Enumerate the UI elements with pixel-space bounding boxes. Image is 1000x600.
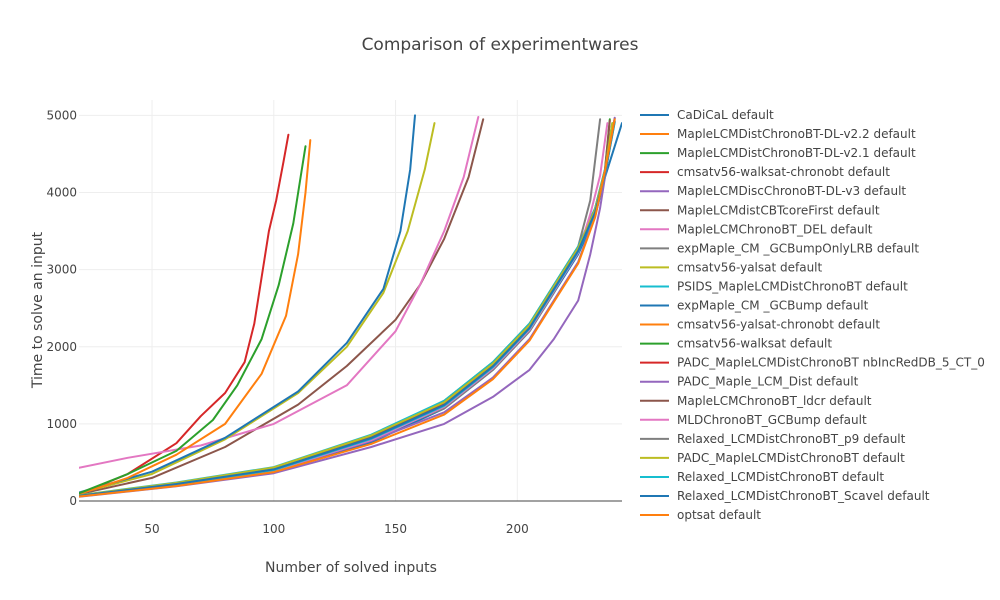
legend-label: expMaple_CM _GCBump default <box>677 299 869 313</box>
legend-item[interactable]: cmsatv56-walksat-chronobt default <box>640 165 890 179</box>
legend-item[interactable]: PADC_MapleLCMDistChronoBT nbIncRedDB_5_C… <box>640 356 985 370</box>
legend-label: MapleLCMChronoBT_DEL default <box>677 222 873 236</box>
legend-item[interactable]: MapleLCMdistCBTcoreFirst default <box>640 203 880 217</box>
legend-label: PSIDS_MapleLCMDistChronoBT default <box>677 279 908 293</box>
series-line-20[interactable] <box>79 121 616 498</box>
series-line-22[interactable] <box>79 118 616 498</box>
legend-label: MapleLCMDistChronoBT-DL-v2.1 default <box>677 146 916 160</box>
legend[interactable]: CaDiCaL default MapleLCMDistChronoBT-DL-v… <box>640 108 985 522</box>
legend-item[interactable]: expMaple_CM _GCBumpOnlyLRB default <box>640 241 919 255</box>
legend-item[interactable]: cmsatv56-yalsat-chronobt default <box>640 318 880 332</box>
legend-item[interactable]: PSIDS_MapleLCMDistChronoBT default <box>640 279 908 293</box>
legend-item[interactable]: MapleLCMDistChronoBT-DL-v2.2 default <box>640 127 916 141</box>
series-line-5[interactable] <box>79 117 616 498</box>
legend-label: Relaxed_LCMDistChronoBT_Scavel default <box>677 489 930 503</box>
legend-item[interactable]: PADC_MapleLCMDistChronoBT default <box>640 451 905 465</box>
legend-item[interactable]: MapleLCMChronoBT_DEL default <box>640 222 873 236</box>
series-line-9[interactable] <box>79 122 436 495</box>
plot-area[interactable] <box>79 114 622 498</box>
x-tick-label: 150 <box>384 522 407 536</box>
legend-label: MLDChronoBT_GCBump default <box>677 413 867 427</box>
y-tick-label: 4000 <box>46 186 77 200</box>
y-tick-label: 1000 <box>46 417 77 431</box>
legend-label: cmsatv56-walksat default <box>677 337 832 351</box>
x-tick-label: 50 <box>144 522 159 536</box>
y-tick-label: 5000 <box>46 108 77 122</box>
legend-label: optsat default <box>677 508 761 522</box>
series-line-3[interactable] <box>79 118 611 497</box>
series-line-17[interactable] <box>79 122 609 498</box>
legend-item[interactable]: cmsatv56-walksat default <box>640 337 832 351</box>
series-line-18[interactable] <box>79 120 616 497</box>
series-line-4[interactable] <box>79 133 290 496</box>
y-axis-title: Time to solve an input <box>30 231 46 389</box>
series-line-8[interactable] <box>79 118 602 497</box>
legend-item[interactable]: MapleLCMChronoBT_ldcr default <box>640 394 872 408</box>
legend-item[interactable]: PADC_Maple_LCM_Dist default <box>640 375 859 389</box>
legend-label: PADC_MapleLCMDistChronoBT nbIncRedDB_5_C… <box>677 356 985 370</box>
x-axis-title: Number of solved inputs <box>265 560 437 576</box>
legend-label: MapleLCMdistCBTcoreFirst default <box>677 203 880 217</box>
legend-item[interactable]: cmsatv56-yalsat default <box>640 260 823 274</box>
series-line-6[interactable] <box>79 118 485 496</box>
legend-label: cmsatv56-yalsat-chronobt default <box>677 318 880 332</box>
y-tick-label: 2000 <box>46 340 77 354</box>
legend-label: PADC_Maple_LCM_Dist default <box>677 375 859 389</box>
legend-item[interactable]: optsat default <box>640 508 761 522</box>
series-line-19[interactable] <box>79 122 614 497</box>
y-tick-label: 3000 <box>46 263 77 277</box>
series-line-11[interactable] <box>79 114 416 494</box>
legend-label: Relaxed_LCMDistChronoBT default <box>677 470 884 484</box>
legend-item[interactable]: MapleLCMDiscChronoBT-DL-v3 default <box>640 184 906 198</box>
series-line-21[interactable] <box>79 119 616 497</box>
x-tick-label: 100 <box>262 522 285 536</box>
legend-item[interactable]: Relaxed_LCMDistChronoBT default <box>640 470 884 484</box>
series-line-12[interactable] <box>79 139 312 496</box>
legend-label: Relaxed_LCMDistChronoBT_p9 default <box>677 432 906 446</box>
series-line-10[interactable] <box>79 122 614 497</box>
legend-label: cmsatv56-walksat-chronobt default <box>677 165 890 179</box>
series-line-15[interactable] <box>79 116 616 498</box>
grid <box>79 100 622 501</box>
legend-item[interactable]: Relaxed_LCMDistChronoBT_Scavel default <box>640 489 930 503</box>
series-line-16[interactable] <box>79 119 611 497</box>
legend-label: MapleLCMDiscChronoBT-DL-v3 default <box>677 184 906 198</box>
chart-title: Comparison of experimentwares <box>362 35 639 55</box>
legend-label: CaDiCaL default <box>677 108 774 122</box>
x-tick-label: 200 <box>506 522 529 536</box>
legend-item[interactable]: MapleLCMDistChronoBT-DL-v2.1 default <box>640 146 916 160</box>
legend-item[interactable]: MLDChronoBT_GCBump default <box>640 413 867 427</box>
legend-label: MapleLCMChronoBT_ldcr default <box>677 394 872 408</box>
legend-label: PADC_MapleLCMDistChronoBT default <box>677 451 905 465</box>
legend-label: cmsatv56-yalsat default <box>677 260 823 274</box>
series-line-14[interactable] <box>79 123 614 497</box>
legend-item[interactable]: expMaple_CM _GCBump default <box>640 299 869 313</box>
legend-label: expMaple_CM _GCBumpOnlyLRB default <box>677 241 919 255</box>
series-line-7[interactable] <box>79 116 480 469</box>
series-line-2[interactable] <box>79 117 616 497</box>
legend-item[interactable]: CaDiCaL default <box>640 108 774 122</box>
legend-label: MapleLCMDistChronoBT-DL-v2.2 default <box>677 127 916 141</box>
y-tick-label: 0 <box>69 494 77 508</box>
legend-item[interactable]: Relaxed_LCMDistChronoBT_p9 default <box>640 432 906 446</box>
series-line-13[interactable] <box>79 145 307 495</box>
